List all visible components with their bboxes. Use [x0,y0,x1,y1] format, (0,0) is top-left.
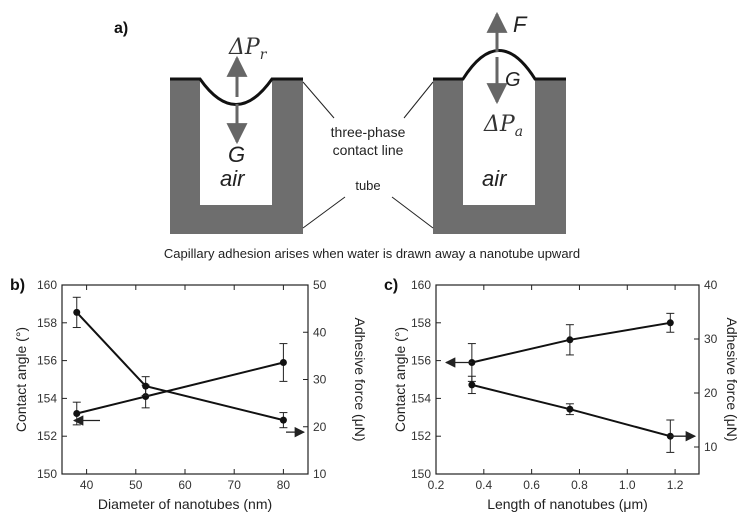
data-point-left [73,410,81,418]
data-point-right [566,405,574,413]
y-left-tick-label: 154 [37,391,57,405]
data-point-right [279,416,287,424]
contact-line-pointer-left [302,81,335,119]
right-delta-p: ΔPa [483,112,523,140]
y-left-axis-title: Contact angle (°) [13,327,29,432]
panel-a: a) ΔPr G air F G ΔPa air [114,11,580,261]
y-right-tick-label: 20 [313,420,327,434]
left-tube: ΔPr G air [170,35,303,234]
right-meniscus [433,49,566,81]
y-right-tick-label: 10 [313,467,327,481]
data-point-right [468,381,476,389]
left-air-label: air [220,166,246,191]
data-point-right [73,308,81,316]
y-left-tick-label: 156 [37,354,57,368]
y-left-axis-title: Contact angle (°) [392,327,408,432]
contact-line-pointer-right [403,81,434,119]
panel-label: b) [10,277,25,294]
panel-c-chart: c) 0.2 0.4 0.6 0.8 1.0 1.2 150 152 154 156 158 160 10… [384,277,739,512]
y-left-tick-label: 150 [411,467,431,481]
x-tick-label: 40 [80,478,94,492]
y-right-axis-title: Adhesive force (μN) [352,318,368,442]
series-line-left [76,361,284,415]
y-right-tick-label: 30 [313,373,327,387]
y-left-tick-label: 158 [37,316,57,330]
tube-label: tube [355,178,380,193]
y-left-tick-label: 152 [37,429,57,443]
y-left-tick-label: 150 [37,467,57,481]
y-left-tick-label: 158 [411,316,431,330]
data-point-left [666,319,674,327]
x-tick-label: 1.0 [619,478,636,492]
panel-b-chart: b) 40 50 60 70 80 150 152 154 156 158 160 10 20 30 40 50… [10,277,368,512]
x-tick-label: 0.6 [523,478,540,492]
panel-a-caption: Capillary adhesion arises when water is … [164,246,580,261]
y-right-tick-label: 10 [704,440,718,454]
tube-pointer-left [302,196,346,229]
x-tick-label: 0.2 [428,478,445,492]
y-right-tick-label: 30 [704,332,718,346]
x-tick-label: 1.2 [667,478,684,492]
y-left-tick-label: 152 [411,429,431,443]
y-left-tick-label: 156 [411,354,431,368]
right-air-label: air [482,166,508,191]
data-point-left [142,393,150,401]
x-tick-label: 70 [228,478,242,492]
y-left-tick-label: 154 [411,391,431,405]
left-gravity-label: G [228,142,245,167]
y-left-tick-label: 160 [411,278,431,292]
x-tick-label: 0.4 [475,478,492,492]
series-line-right [76,311,284,422]
tube-pointer-right [391,196,434,229]
x-tick-label: 80 [277,478,291,492]
center-annotations: three-phase contact line tube [302,81,434,229]
y-right-axis-title: Adhesive force (μN) [724,318,739,442]
right-force-label: F [513,12,528,37]
right-gravity-label: G [505,69,521,91]
contact-line-label: contact line [333,142,404,158]
x-axis-title: Length of nanotubes (μm) [487,496,648,512]
panel-label: c) [384,277,398,294]
data-point-left [279,358,287,366]
panel-a-label: a) [114,20,128,37]
data-point-left [566,336,574,344]
right-tube: F G ΔPa air [433,11,566,234]
x-tick-label: 60 [178,478,192,492]
y-right-tick-label: 40 [313,325,327,339]
plot-frame [61,284,309,475]
left-delta-p: ΔPr [228,35,268,63]
x-axis-title: Diameter of nanotubes (nm) [98,496,272,512]
x-tick-label: 0.8 [571,478,588,492]
three-phase-label: three-phase [331,124,406,140]
y-right-tick-label: 50 [313,278,327,292]
y-left-tick-label: 160 [37,278,57,292]
plot-frame [435,284,700,475]
y-right-tick-label: 40 [704,278,718,292]
x-tick-label: 50 [129,478,143,492]
y-right-tick-label: 20 [704,386,718,400]
data-point-right [142,382,150,390]
